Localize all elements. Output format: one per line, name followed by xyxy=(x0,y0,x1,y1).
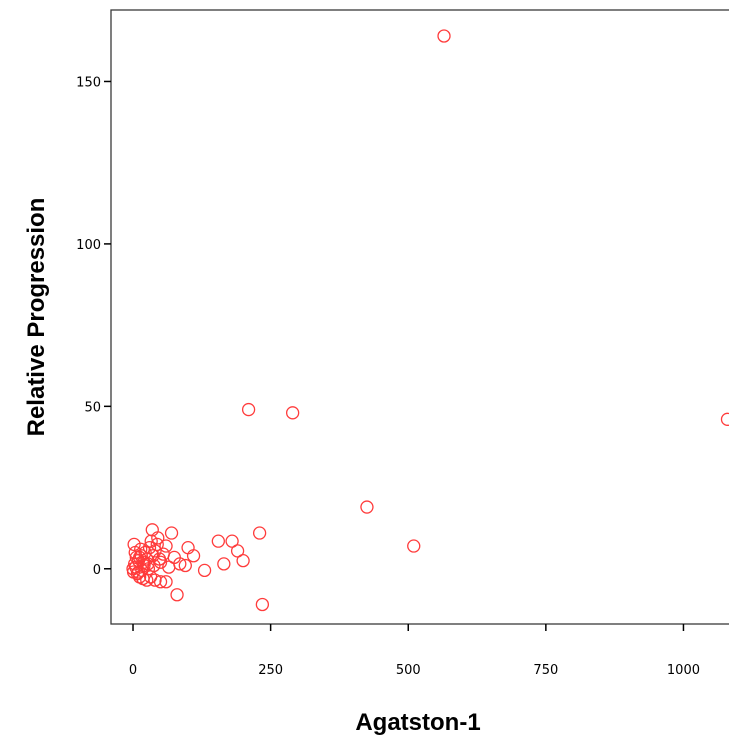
x-tick-label: 750 xyxy=(533,663,558,678)
data-point xyxy=(159,539,173,553)
data-point xyxy=(141,562,156,576)
data-point xyxy=(230,544,245,558)
data-point xyxy=(162,560,176,574)
data-point xyxy=(159,575,173,589)
data-point xyxy=(170,588,184,602)
x-tick-label: 250 xyxy=(258,663,283,678)
x-tick-label: 1000 xyxy=(667,663,700,678)
data-point xyxy=(720,412,729,426)
data-point xyxy=(127,537,141,552)
y-axis-title: Relative Progression xyxy=(23,198,50,437)
data-point xyxy=(181,541,195,555)
data-point xyxy=(407,539,421,553)
data-point xyxy=(360,500,374,514)
data-point xyxy=(197,563,212,578)
data-point xyxy=(236,554,250,568)
data-point xyxy=(211,534,225,548)
y-tick-label: 50 xyxy=(84,400,101,415)
data-points xyxy=(126,29,729,612)
data-point xyxy=(132,550,147,565)
data-point xyxy=(144,534,158,548)
x-axis-title: Agatston-1 xyxy=(355,709,480,736)
data-point xyxy=(131,565,146,579)
plot-area xyxy=(110,9,729,625)
data-point xyxy=(146,549,160,563)
y-tick-label: 100 xyxy=(76,238,101,253)
y-tick-label: 0 xyxy=(93,563,101,578)
data-point xyxy=(164,526,179,540)
data-point xyxy=(126,565,141,579)
data-point xyxy=(128,545,142,560)
y-axis-ticks: 0 50 100 150 xyxy=(76,75,111,578)
y-tick-label: 150 xyxy=(76,75,101,90)
x-tick-label: 0 xyxy=(129,663,137,678)
data-point xyxy=(178,558,192,573)
data-point xyxy=(150,537,164,552)
data-point xyxy=(152,552,167,566)
data-point xyxy=(129,550,143,565)
data-point xyxy=(252,526,267,540)
data-point xyxy=(285,406,300,420)
data-point xyxy=(153,575,168,589)
data-point xyxy=(241,402,256,417)
data-point xyxy=(156,547,170,561)
data-point xyxy=(255,597,270,612)
data-point xyxy=(217,557,231,571)
x-tick-label: 500 xyxy=(396,663,421,678)
x-axis-ticks: 0 250 500 750 1000 xyxy=(129,624,700,678)
data-point xyxy=(437,29,451,43)
data-point xyxy=(225,534,239,548)
data-point xyxy=(148,573,162,587)
data-point xyxy=(151,531,165,545)
